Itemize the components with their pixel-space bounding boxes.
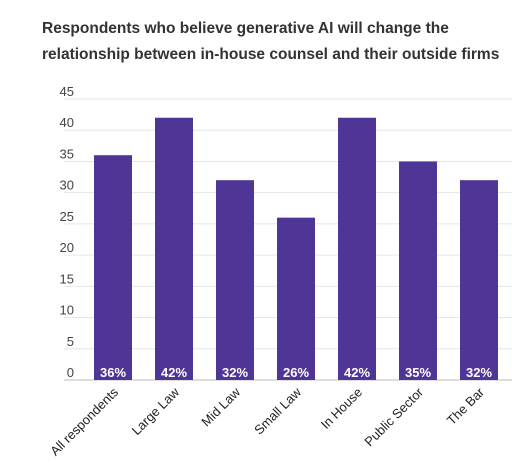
- x-category-label: The Bar: [444, 384, 488, 428]
- bar: [94, 155, 132, 380]
- gridlines: [64, 98, 512, 381]
- y-tick-label: 20: [60, 240, 74, 255]
- chart-title: Respondents who believe generative AI wi…: [42, 16, 512, 68]
- bar: [460, 180, 498, 380]
- bar-value-label: 32%: [222, 365, 248, 380]
- bar: [277, 217, 315, 380]
- y-tick-label: 5: [67, 334, 74, 349]
- bar-value-label: 35%: [405, 365, 431, 380]
- bar-value-label: 42%: [161, 365, 187, 380]
- x-axis: All respondents Large Law Mid Law Small Law…: [47, 384, 487, 458]
- x-category-label: Mid Law: [198, 384, 243, 429]
- y-tick-label: 25: [60, 209, 74, 224]
- y-tick-label: 15: [60, 271, 74, 286]
- y-tick-label: 10: [60, 303, 74, 318]
- y-tick-label: 35: [60, 146, 74, 161]
- x-category-label: In House: [318, 385, 365, 432]
- bar-value-label: 42%: [344, 365, 370, 380]
- chart-title-line-2: relationship between in-house counsel an…: [42, 46, 500, 63]
- y-tick-label: 30: [60, 178, 74, 193]
- y-tick-label: 45: [60, 84, 74, 99]
- y-tick-label: 0: [67, 365, 74, 380]
- bars: 36% 42% 32% 26% 42% 35% 32%: [94, 117, 498, 380]
- y-axis: 0 5 10 15 20 25 30 35 40 45: [60, 84, 74, 380]
- bar: [216, 180, 254, 380]
- chart-title-line-1: Respondents who believe generative AI wi…: [42, 20, 449, 37]
- bar: [338, 117, 376, 380]
- bar-value-label: 36%: [100, 365, 126, 380]
- x-category-label: All respondents: [47, 384, 121, 458]
- bar-value-label: 32%: [466, 365, 492, 380]
- bar: [155, 117, 193, 380]
- x-category-label: Large Law: [129, 384, 183, 438]
- bar-value-label: 26%: [283, 365, 309, 380]
- x-category-label: Public Sector: [361, 384, 426, 449]
- bar: [399, 161, 437, 380]
- x-category-label: Small Law: [251, 384, 304, 437]
- y-tick-label: 40: [60, 115, 74, 130]
